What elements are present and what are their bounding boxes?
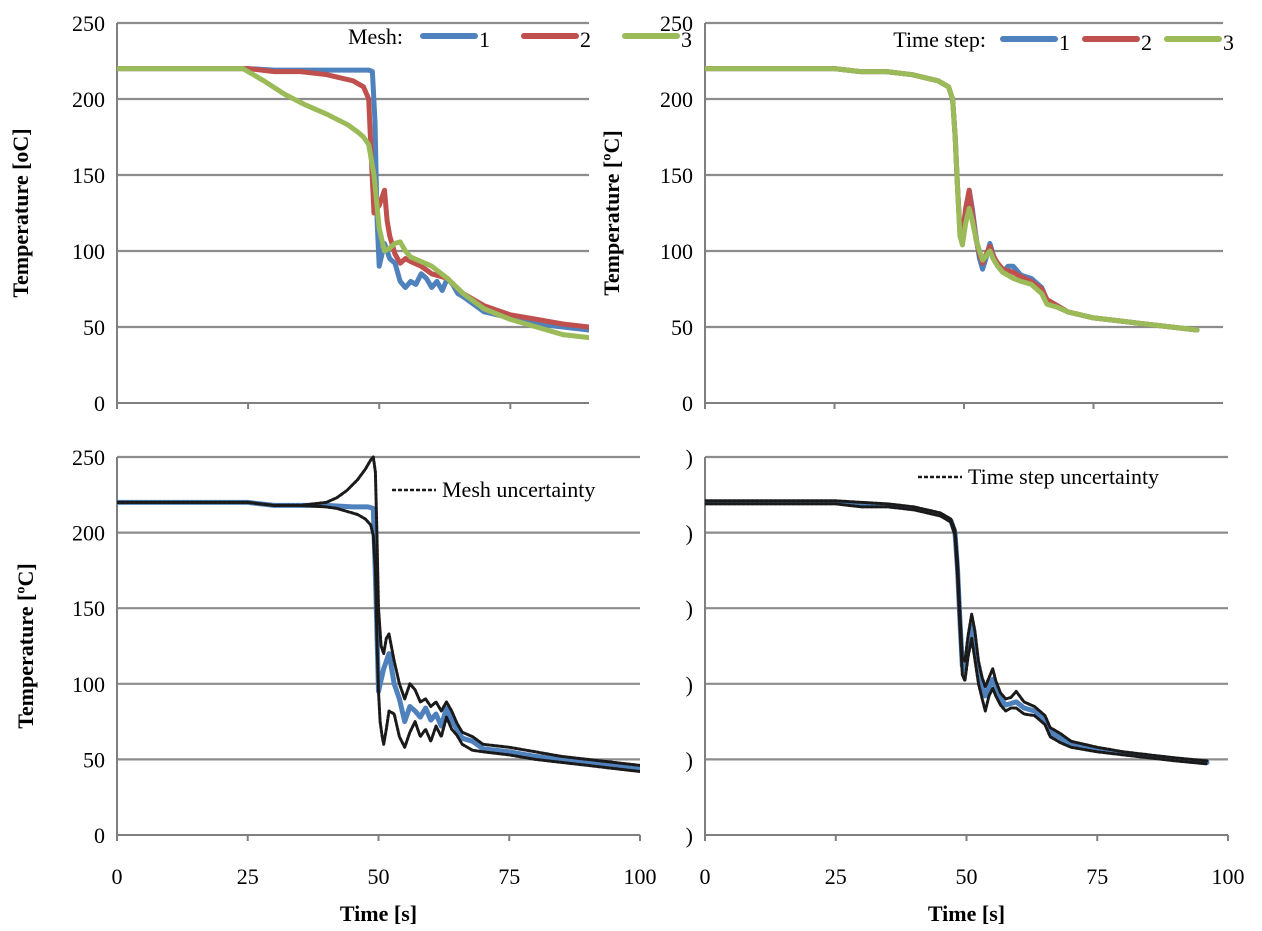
chart-panel-top-left: 0 50 100 150 200 250 Temperature [oC] Mesh: 1 2 3 [8, 11, 692, 416]
y-tick-label: 100 [72, 239, 105, 264]
chart-panel-bottom-left: 0 50 100 150 200 250 0 25 50 75 100 Temperature [ºC… [13, 445, 657, 926]
x-tick-label: 0 [112, 864, 123, 889]
chart-panel-bottom-right: )))))) 0 25 50 75 100 Time [s] Time step uncert… [686, 445, 1245, 926]
y-tick-label: ) [686, 596, 693, 621]
series-line-3 [705, 66, 1200, 333]
series-line-main-0 [117, 499, 640, 771]
y-tick-label: ) [686, 521, 693, 546]
y-tick-label: ) [686, 747, 693, 772]
series-line-mesh-uncertainty-upper- [117, 455, 640, 767]
x-tick-label: 50 [368, 864, 390, 889]
legend-label: 3 [1223, 30, 1234, 55]
legend-label: 2 [580, 27, 591, 52]
y-tick-label: 50 [83, 747, 105, 772]
y-axis-title: Temperature [ºC] [13, 563, 38, 729]
y-tick-label: 0 [682, 391, 693, 416]
y-tick-label: 200 [72, 87, 105, 112]
y-tick-label: 250 [660, 11, 693, 36]
y-tick-label: 100 [72, 672, 105, 697]
legend-label: 3 [681, 27, 692, 52]
y-tick-label: 50 [671, 315, 693, 340]
y-tick-label: ) [686, 672, 693, 697]
y-tick-label: 50 [83, 315, 105, 340]
y-tick-label: 250 [72, 445, 105, 470]
y-tick-label: ) [686, 823, 693, 848]
x-axis-title: Time [s] [928, 901, 1005, 926]
y-tick-label: 150 [72, 163, 105, 188]
x-tick-label: 75 [1086, 864, 1108, 889]
x-tick-label: 75 [498, 864, 520, 889]
series-line-2 [117, 66, 589, 330]
y-tick-label: 0 [94, 823, 105, 848]
series-line-mesh-uncertainty-lower- [117, 500, 640, 773]
legend-label: 1 [1059, 30, 1070, 55]
x-tick-label: 100 [1212, 864, 1245, 889]
x-tick-label: 25 [237, 864, 259, 889]
y-axis-title: Temperature [ºC] [599, 130, 624, 296]
legend-label: 1 [479, 27, 490, 52]
y-axis-title: Temperature [oC] [8, 128, 33, 297]
x-tick-label: 25 [825, 864, 847, 889]
series-line-time-step-uncertainty-lower- [705, 502, 1209, 766]
legend-title: Mesh: [348, 24, 403, 49]
series-line-3 [117, 66, 589, 341]
chart-panel-top-right: 0 50 100 150 200 250 Temperature [ºC] Time step… [599, 11, 1234, 416]
legend-label: 2 [1141, 30, 1152, 55]
y-tick-label: 100 [660, 239, 693, 264]
x-axis-title: Time [s] [340, 901, 417, 926]
x-tick-label: 100 [624, 864, 657, 889]
y-tick-label: 150 [72, 596, 105, 621]
y-tick-label: 200 [72, 521, 105, 546]
legend-label: Time step uncertainty [968, 464, 1159, 489]
series-line-1 [117, 66, 589, 333]
y-tick-label: 0 [94, 391, 105, 416]
series-line-time-step-uncertainty-upper- [705, 499, 1209, 763]
legend-label: Mesh uncertainty [442, 477, 595, 502]
x-tick-label: 50 [956, 864, 978, 889]
legend-title: Time step: [893, 27, 986, 52]
y-tick-label: ) [686, 445, 693, 470]
y-tick-label: 200 [660, 87, 693, 112]
y-tick-label: 150 [660, 163, 693, 188]
x-tick-label: 0 [700, 864, 711, 889]
y-tick-label: 250 [72, 11, 105, 36]
